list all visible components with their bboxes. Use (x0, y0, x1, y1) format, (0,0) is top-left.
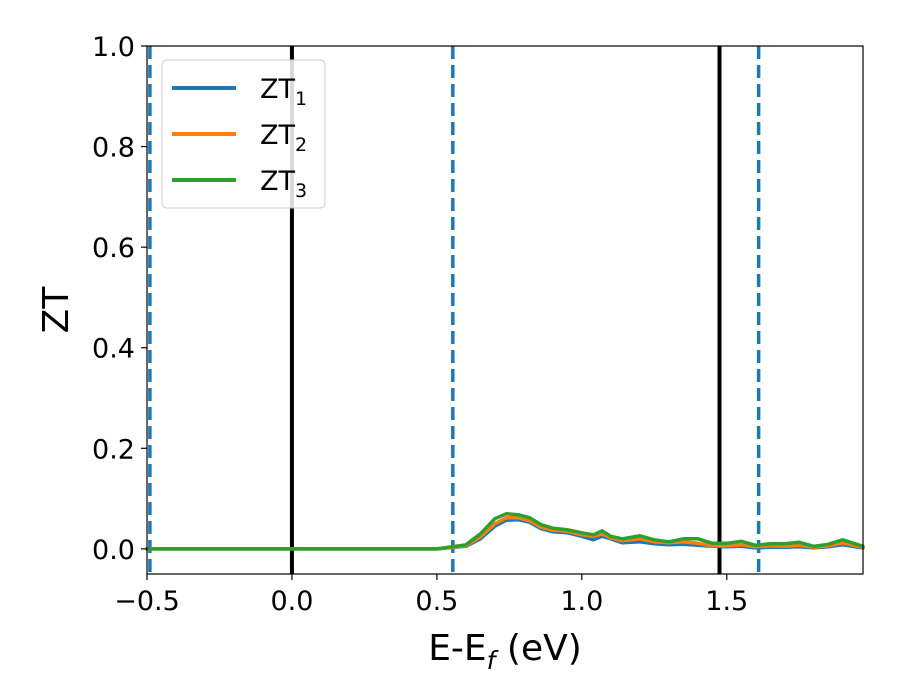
x-tick-label: 0.0 (270, 586, 313, 617)
y-tick-label: 0.0 (92, 535, 135, 566)
y-tick-label: 0.4 (92, 334, 135, 365)
x-tick-label: 0.5 (415, 586, 458, 617)
legend-label-zt3: ZT3 (260, 166, 307, 202)
x-tick-label: 1.5 (705, 586, 748, 617)
legend-box (161, 59, 326, 209)
series-line-zt3 (145, 511, 865, 551)
plot-frame (146, 45, 864, 575)
legend: ZT1 ZT2 ZT3 (161, 59, 326, 209)
y-axis-title: ZT (36, 286, 77, 334)
y-tick-label: 0.2 (92, 434, 135, 465)
legend-label-zt2: ZT2 (260, 120, 307, 156)
x-tick-label: −0.5 (114, 586, 180, 617)
legend-label-zt1: ZT1 (260, 74, 307, 110)
y-tick-label: 0.6 (92, 233, 135, 264)
y-tick-label: 0.8 (92, 133, 135, 164)
x-tick-label: 1.0 (560, 586, 603, 617)
y-tick-label: 1.0 (92, 32, 135, 63)
x-axis-title: E-Ef (eV) (428, 628, 582, 675)
